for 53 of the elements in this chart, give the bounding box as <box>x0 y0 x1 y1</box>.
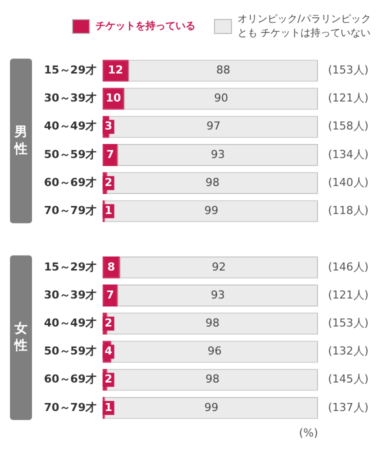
y-tick-label: 30～39才 <box>44 288 97 302</box>
y-tick-label: 70～79才 <box>44 400 97 414</box>
legend-label: チケットを持っている <box>96 20 196 33</box>
text: (140人) <box>328 176 369 189</box>
text: (145人) <box>328 372 369 386</box>
data-label: 99 <box>204 400 218 414</box>
text: (158人) <box>328 120 369 133</box>
data-label: 96 <box>208 344 222 358</box>
data-label: 90 <box>214 92 228 105</box>
data-label: 98 <box>205 316 220 330</box>
data-label: 2 <box>104 176 112 189</box>
text: (137人) <box>328 400 369 414</box>
data-label: 98 <box>205 372 220 386</box>
y-tick-label: 70～79才 <box>44 204 97 218</box>
text: (134人) <box>328 148 369 161</box>
data-label: 97 <box>206 120 221 133</box>
data-label: 7 <box>106 148 114 161</box>
y-tick-label: 30～39才 <box>44 92 97 105</box>
text: 男性 <box>14 124 28 157</box>
data-label: 10 <box>106 92 122 105</box>
data-label: 92 <box>212 260 226 274</box>
y-tick-label: 50～59才 <box>44 148 97 161</box>
text: (121人) <box>328 92 369 105</box>
y-tick-label: 60～69才 <box>44 372 97 386</box>
y-tick-label: 40～49才 <box>44 120 97 133</box>
x-axis-title: (%) <box>298 426 318 440</box>
data-label: 2 <box>104 372 112 386</box>
data-label: 93 <box>210 148 225 161</box>
data-label: 1 <box>104 400 112 414</box>
text: 女性 <box>14 322 28 354</box>
data-label: 88 <box>216 64 230 77</box>
data-label: 4 <box>104 344 113 358</box>
data-label: 99 <box>204 204 218 218</box>
text: オリンピック/パラリンピックとも チケットは持っていない <box>238 13 372 40</box>
data-label: 12 <box>108 64 124 77</box>
data-label: 3 <box>104 120 112 133</box>
y-tick-label: 50～59才 <box>44 344 97 358</box>
y-tick-label: 15～29才 <box>44 260 97 274</box>
data-label: 8 <box>107 260 116 274</box>
data-label: 93 <box>210 288 225 302</box>
text: (132人) <box>328 344 369 358</box>
data-label: 2 <box>104 316 112 330</box>
text: (153人) <box>328 316 369 330</box>
text: (118人) <box>328 204 369 218</box>
data-label: 98 <box>205 176 220 189</box>
text: (153人) <box>328 64 369 77</box>
data-label: 7 <box>106 288 114 302</box>
data-label: 1 <box>104 204 112 218</box>
text: (146人) <box>328 260 369 274</box>
y-tick-label: 40～49才 <box>44 316 97 330</box>
y-tick-label: 15～29才 <box>44 64 97 77</box>
y-tick-label: 60～69才 <box>44 176 97 189</box>
text: (121人) <box>328 288 369 302</box>
